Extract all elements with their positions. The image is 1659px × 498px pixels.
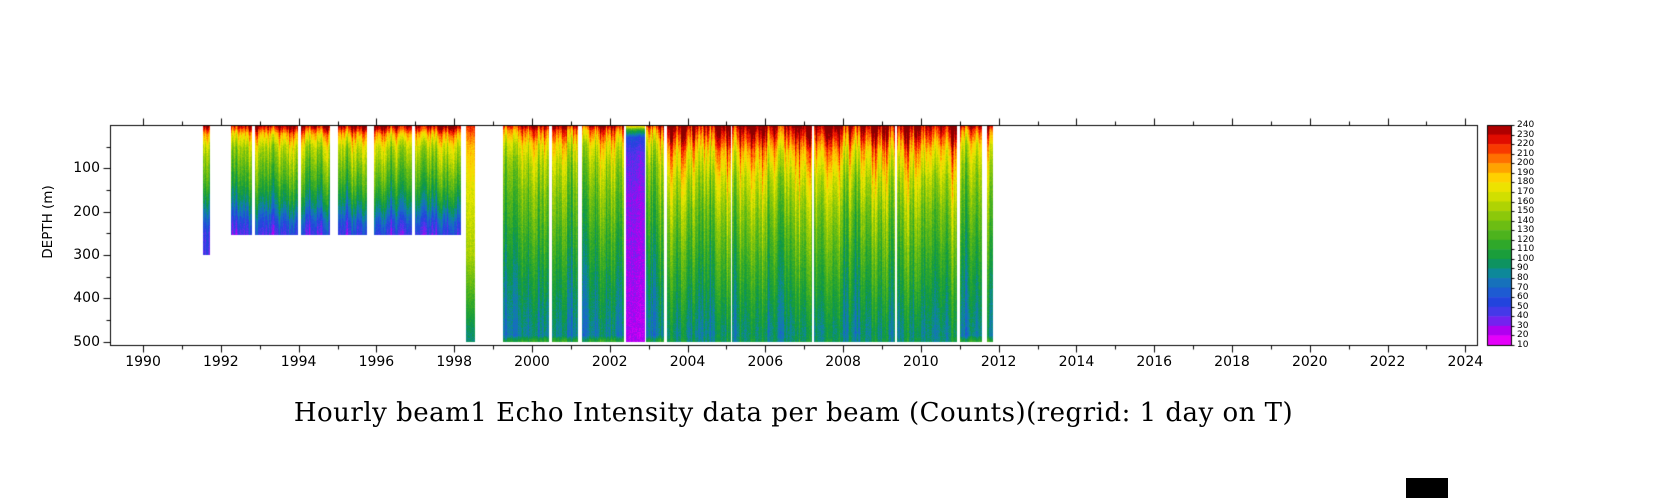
y-axis-title: DEPTH (m) (40, 185, 56, 259)
chart-title: Hourly beam1 Echo Intensity data per bea… (293, 398, 1294, 428)
black-rectangle (1406, 478, 1448, 498)
